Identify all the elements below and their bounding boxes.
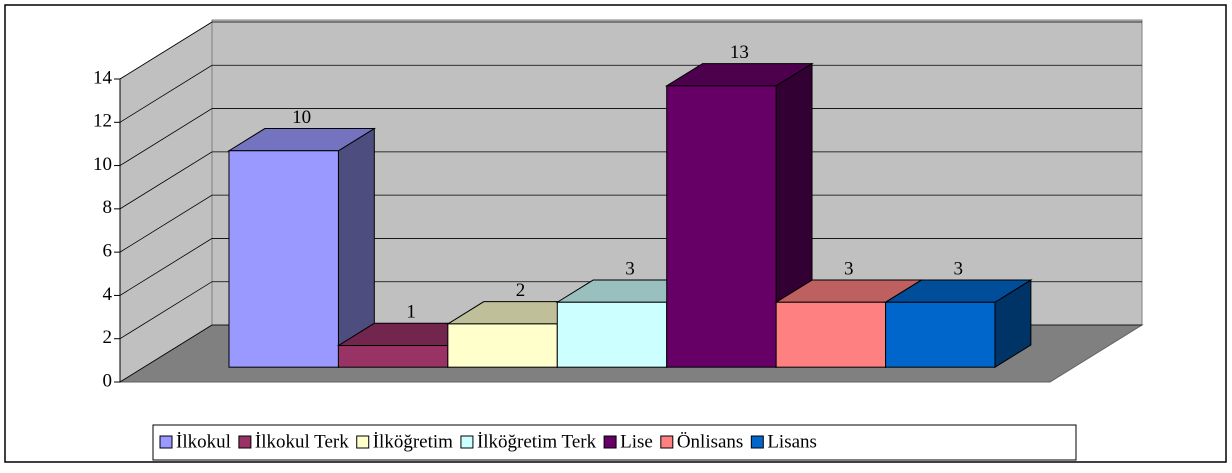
legend-swatch bbox=[159, 435, 173, 449]
bar-front bbox=[556, 301, 668, 368]
legend-swatch bbox=[356, 435, 370, 449]
grid-line bbox=[119, 108, 1142, 166]
data-label: 3 bbox=[953, 258, 963, 279]
legend-swatch bbox=[660, 435, 674, 449]
grid-line bbox=[119, 194, 1142, 253]
grid-line bbox=[119, 238, 1142, 296]
legend-label: İlkokul bbox=[176, 431, 231, 452]
grid-line bbox=[119, 21, 1142, 80]
grid-line bbox=[119, 151, 1142, 210]
legend-label: Lise bbox=[620, 431, 653, 452]
legend-label: Lisans bbox=[767, 431, 817, 452]
legend-swatch bbox=[238, 435, 252, 449]
y-tick-label: 6 bbox=[103, 241, 113, 262]
bar-front bbox=[228, 150, 339, 368]
bar-front bbox=[885, 301, 996, 368]
data-label: 1 bbox=[406, 302, 416, 323]
legend-label: İlköğretim Terk bbox=[477, 431, 597, 452]
y-tick-label: 10 bbox=[93, 154, 112, 175]
legend-swatch bbox=[750, 435, 764, 449]
data-label: 3 bbox=[844, 258, 854, 279]
legend-label: İlköğretim bbox=[373, 431, 453, 452]
bar bbox=[883, 279, 1033, 369]
legend-label: İlkokul Terk bbox=[255, 431, 349, 452]
bar-front bbox=[775, 301, 887, 368]
data-label: 10 bbox=[292, 107, 311, 128]
data-label: 13 bbox=[730, 42, 749, 63]
grid-line bbox=[119, 64, 1142, 123]
bar-front bbox=[447, 323, 558, 368]
data-label: 3 bbox=[625, 258, 635, 279]
y-tick-label: 4 bbox=[103, 284, 113, 305]
y-tick-label: 12 bbox=[93, 111, 112, 132]
y-tick-label: 14 bbox=[93, 67, 113, 88]
y-tick-label: 8 bbox=[103, 197, 113, 218]
bar-front bbox=[666, 85, 777, 368]
side-wall bbox=[119, 21, 213, 383]
legend-swatch bbox=[460, 435, 474, 449]
y-tick-label: 2 bbox=[103, 327, 113, 348]
legend-label: Önlisans bbox=[677, 431, 744, 452]
data-label: 2 bbox=[516, 280, 526, 301]
bar bbox=[227, 127, 377, 369]
bar-front bbox=[337, 345, 449, 368]
legend-swatch bbox=[603, 435, 617, 449]
y-tick-label: 0 bbox=[103, 370, 113, 391]
